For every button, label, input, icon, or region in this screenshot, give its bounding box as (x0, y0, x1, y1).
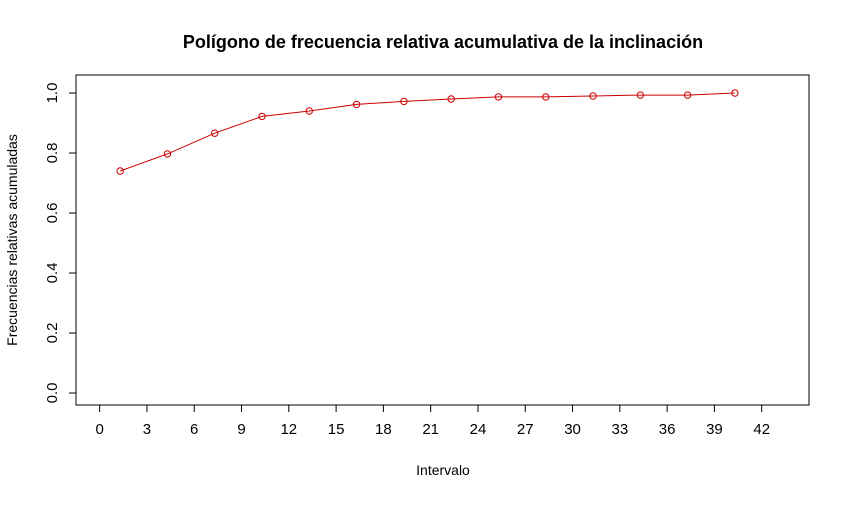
series-line (119, 92, 735, 172)
x-tick-label: 12 (280, 421, 297, 438)
data-point (163, 150, 172, 158)
y-tick-label: 0.4 (44, 263, 61, 284)
chart-title: Polígono de frecuencia relativa acumulat… (183, 32, 703, 52)
x-tick-label: 15 (328, 421, 345, 438)
x-tick-label: 39 (706, 421, 723, 438)
y-axis-label: Frecuencias relativas acumuladas (4, 134, 20, 346)
data-point (211, 129, 219, 137)
x-tick-label: 18 (375, 421, 392, 438)
data-point (258, 112, 266, 121)
x-tick-label: 24 (470, 421, 487, 438)
data-point (589, 92, 597, 100)
x-tick-label: 21 (422, 421, 439, 438)
data-point (305, 107, 313, 115)
data-point (542, 93, 550, 101)
x-tick-label: 42 (753, 421, 770, 438)
data-point (731, 89, 739, 97)
data-point (447, 95, 455, 103)
y-axis: 0.0 0.2 0.4 0.6 0.8 1.0 (44, 83, 77, 404)
plot-frame (75, 74, 810, 406)
data-point (400, 97, 408, 106)
y-tick-label: 1.0 (44, 83, 61, 104)
y-tick-label: 0.2 (44, 323, 61, 344)
data-point (683, 91, 692, 99)
x-tick-label: 3 (143, 421, 151, 438)
data-point (116, 167, 124, 175)
x-tick-label: 36 (659, 421, 676, 438)
data-point (352, 100, 361, 109)
x-tick-label: 27 (517, 421, 534, 438)
y-tick-label: 0.0 (44, 383, 61, 404)
x-axis-label: Intervalo (416, 462, 470, 478)
x-tick-label: 6 (190, 421, 198, 438)
data-point (636, 91, 645, 99)
x-tick-label: 30 (564, 421, 581, 438)
x-tick-label: 33 (611, 421, 628, 438)
x-tick-label: 9 (237, 421, 245, 438)
y-tick-label: 0.8 (44, 143, 61, 164)
data-point (494, 93, 503, 101)
x-tick-label: 0 (95, 421, 103, 438)
x-axis: 0 3 6 9 12 15 18 21 24 27 30 33 36 39 42 (95, 404, 770, 438)
y-tick-label: 0.6 (44, 203, 61, 224)
series-layer (116, 89, 739, 175)
